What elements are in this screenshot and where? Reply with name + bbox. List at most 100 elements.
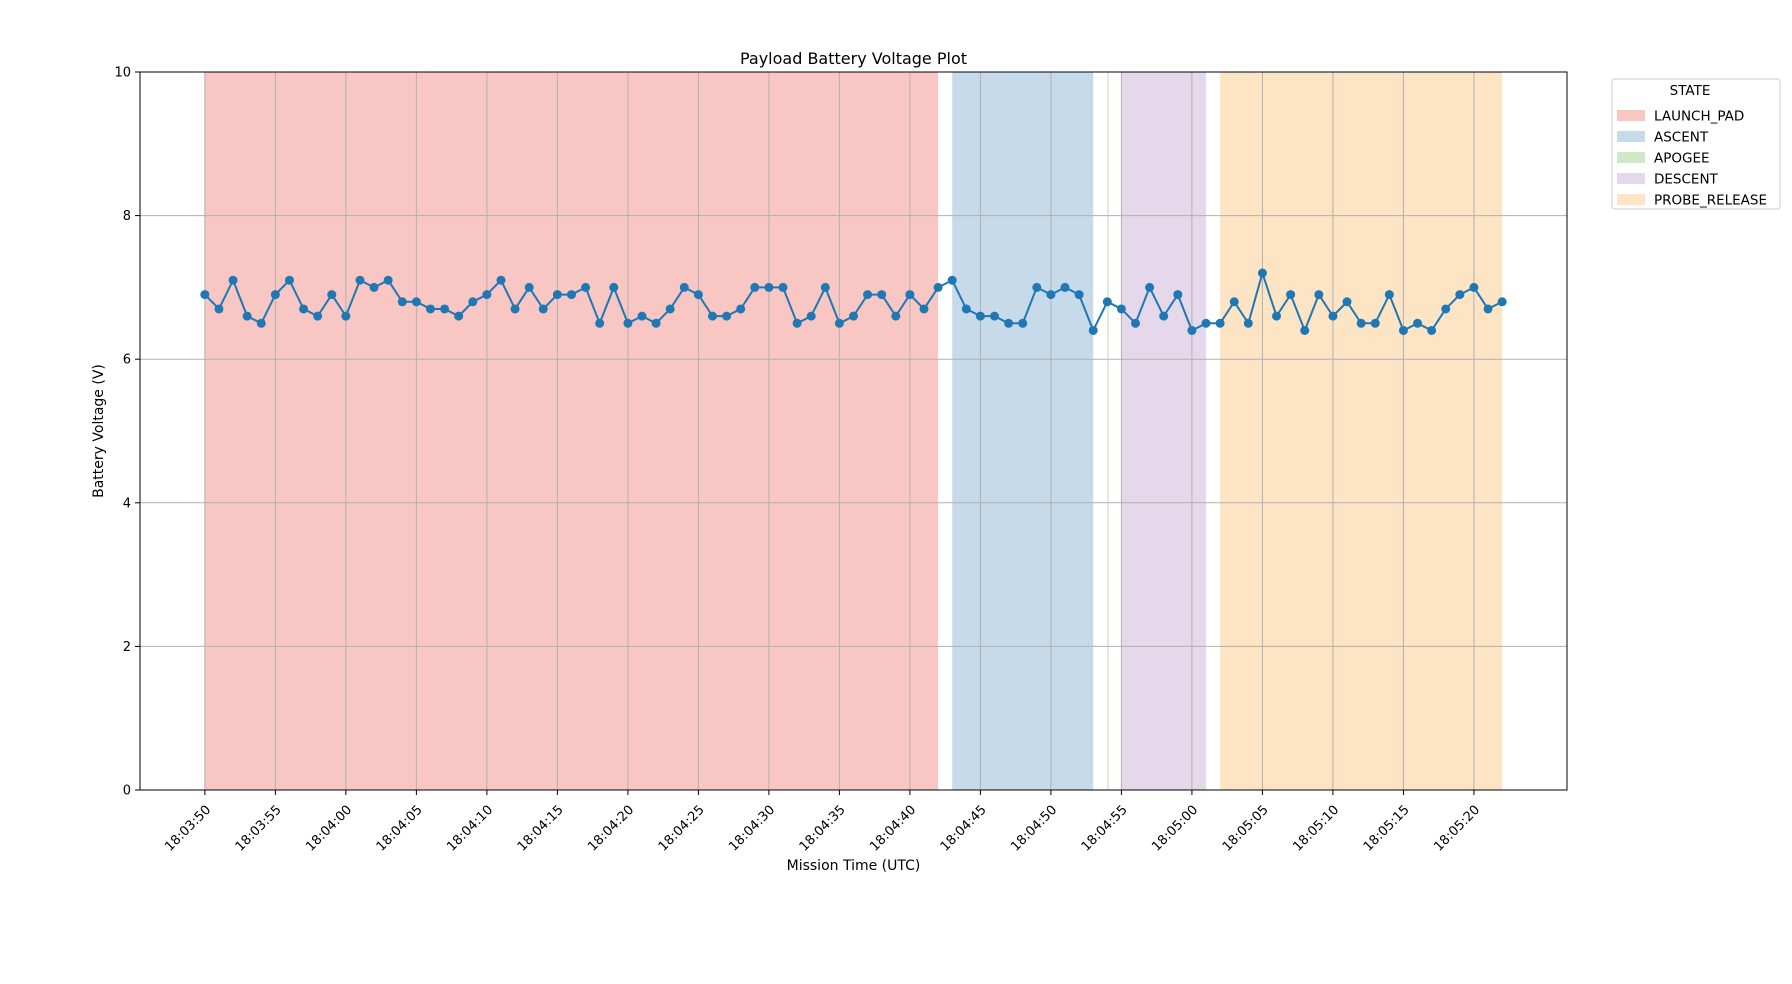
voltage-point	[919, 304, 929, 314]
voltage-point	[1004, 318, 1014, 328]
voltage-point	[200, 290, 210, 300]
voltage-point	[411, 297, 421, 307]
voltage-point	[1243, 318, 1253, 328]
x-tick-label: 18:05:00	[1149, 803, 1201, 855]
voltage-point	[1074, 290, 1084, 300]
voltage-point	[341, 311, 351, 321]
voltage-point	[482, 290, 492, 300]
plot-frame	[139, 71, 1568, 791]
legend-swatch-probe-release	[1617, 194, 1645, 205]
voltage-point	[975, 311, 985, 321]
x-tick-label: 18:04:10	[444, 803, 496, 855]
legend-swatch-descent	[1617, 173, 1645, 184]
voltage-point	[468, 297, 478, 307]
voltage-point	[228, 275, 238, 285]
voltage-point	[792, 318, 802, 328]
x-tick-label: 18:04:55	[1079, 803, 1131, 855]
voltage-point	[764, 282, 774, 292]
voltage-point	[538, 304, 548, 314]
x-tick-label: 18:04:05	[374, 803, 426, 855]
voltage-point	[313, 311, 323, 321]
voltage-point	[1145, 282, 1155, 292]
voltage-point	[651, 318, 661, 328]
voltage-point	[454, 311, 464, 321]
voltage-point	[256, 318, 266, 328]
y-tick-label: 6	[123, 353, 131, 368]
voltage-point	[990, 311, 1000, 321]
voltage-point	[355, 275, 365, 285]
voltage-point	[722, 311, 732, 321]
voltage-point	[1060, 282, 1070, 292]
voltage-point	[581, 282, 591, 292]
x-tick-label: 18:03:55	[233, 803, 285, 855]
voltage-point	[1032, 282, 1042, 292]
voltage-point	[1427, 325, 1437, 335]
voltage-point	[637, 311, 647, 321]
voltage-point	[1018, 318, 1028, 328]
state-span-descent	[1121, 72, 1207, 790]
legend-label: PROBE_RELEASE	[1654, 193, 1767, 209]
voltage-point	[1300, 325, 1310, 335]
voltage-point	[369, 282, 379, 292]
y-tick-label: 8	[123, 209, 131, 224]
voltage-point	[778, 282, 788, 292]
legend-title: STATE	[1670, 83, 1711, 99]
x-tick-label: 18:04:50	[1008, 803, 1060, 855]
legend-label: ASCENT	[1654, 130, 1709, 146]
state-span-launch-pad	[204, 72, 939, 790]
x-tick-label: 18:04:40	[867, 803, 919, 855]
voltage-point	[510, 304, 520, 314]
voltage-point	[750, 282, 760, 292]
voltage-point	[933, 282, 943, 292]
x-tick-label: 18:05:15	[1361, 803, 1413, 855]
y-axis-label: Battery Voltage (V)	[91, 364, 107, 498]
voltage-point	[1483, 304, 1493, 314]
voltage-point	[242, 311, 252, 321]
voltage-point	[1413, 318, 1423, 328]
voltage-point	[1173, 290, 1183, 300]
voltage-point	[623, 318, 633, 328]
voltage-point	[1102, 297, 1112, 307]
voltage-point	[877, 290, 887, 300]
legend-swatch-launch-pad	[1617, 110, 1645, 121]
legend-swatch-apogee	[1617, 152, 1645, 163]
voltage-point	[1272, 311, 1282, 321]
voltage-point	[665, 304, 675, 314]
x-tick-label: 18:05:05	[1220, 803, 1272, 855]
voltage-point	[496, 275, 506, 285]
voltage-point	[383, 275, 393, 285]
voltage-point	[1159, 311, 1169, 321]
voltage-point	[397, 297, 407, 307]
voltage-point	[1088, 325, 1098, 335]
voltage-point	[863, 290, 873, 300]
x-tick-label: 18:05:20	[1431, 803, 1483, 855]
voltage-point	[284, 275, 294, 285]
voltage-point	[1187, 325, 1197, 335]
voltage-point	[1469, 282, 1479, 292]
voltage-point	[707, 311, 717, 321]
voltage-point	[905, 290, 915, 300]
x-tick-label: 18:04:45	[938, 803, 990, 855]
voltage-point	[849, 311, 858, 321]
voltage-point	[1201, 318, 1211, 328]
voltage-point	[1356, 318, 1366, 328]
voltage-point	[679, 282, 689, 292]
voltage-point	[524, 282, 534, 292]
y-tick-label: 4	[123, 496, 131, 511]
voltage-point	[1046, 290, 1056, 300]
state-span-apogee	[1107, 72, 1109, 790]
voltage-point	[1342, 297, 1352, 307]
voltage-point	[440, 304, 450, 314]
voltage-point	[327, 290, 337, 300]
voltage-point	[806, 311, 816, 321]
voltage-point	[566, 290, 576, 300]
state-span-probe-release	[1220, 72, 1503, 790]
voltage-point	[1497, 297, 1507, 307]
voltage-point	[1384, 290, 1394, 300]
voltage-point	[270, 290, 280, 300]
voltage-point	[1229, 297, 1239, 307]
y-tick-label: 10	[114, 66, 131, 81]
voltage-point	[1215, 318, 1225, 328]
